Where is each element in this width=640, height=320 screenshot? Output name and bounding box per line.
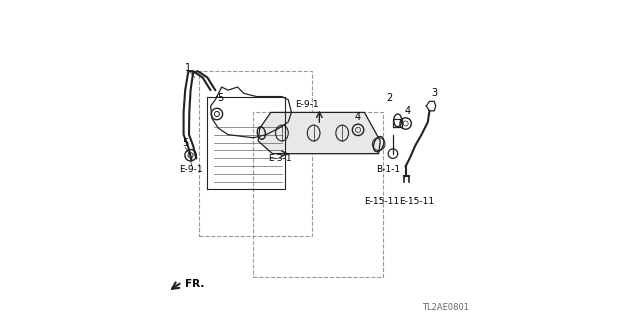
Text: 2: 2 (387, 93, 393, 103)
Text: 4: 4 (355, 112, 360, 122)
Text: E-15-11: E-15-11 (364, 197, 399, 206)
Text: 5: 5 (217, 93, 223, 103)
Polygon shape (258, 112, 380, 154)
Text: E-9-1: E-9-1 (179, 165, 202, 174)
Text: E-15-11: E-15-11 (399, 197, 435, 206)
Text: E-3-1: E-3-1 (268, 154, 292, 163)
Text: TL2AE0801: TL2AE0801 (422, 303, 469, 312)
Text: B-1-1: B-1-1 (376, 165, 400, 174)
Text: 3: 3 (432, 88, 438, 98)
Text: 5: 5 (182, 138, 188, 148)
Text: FR.: FR. (185, 279, 205, 289)
Text: 4: 4 (404, 106, 410, 116)
Text: 1: 1 (186, 63, 191, 73)
Text: E-9-1: E-9-1 (296, 100, 319, 109)
